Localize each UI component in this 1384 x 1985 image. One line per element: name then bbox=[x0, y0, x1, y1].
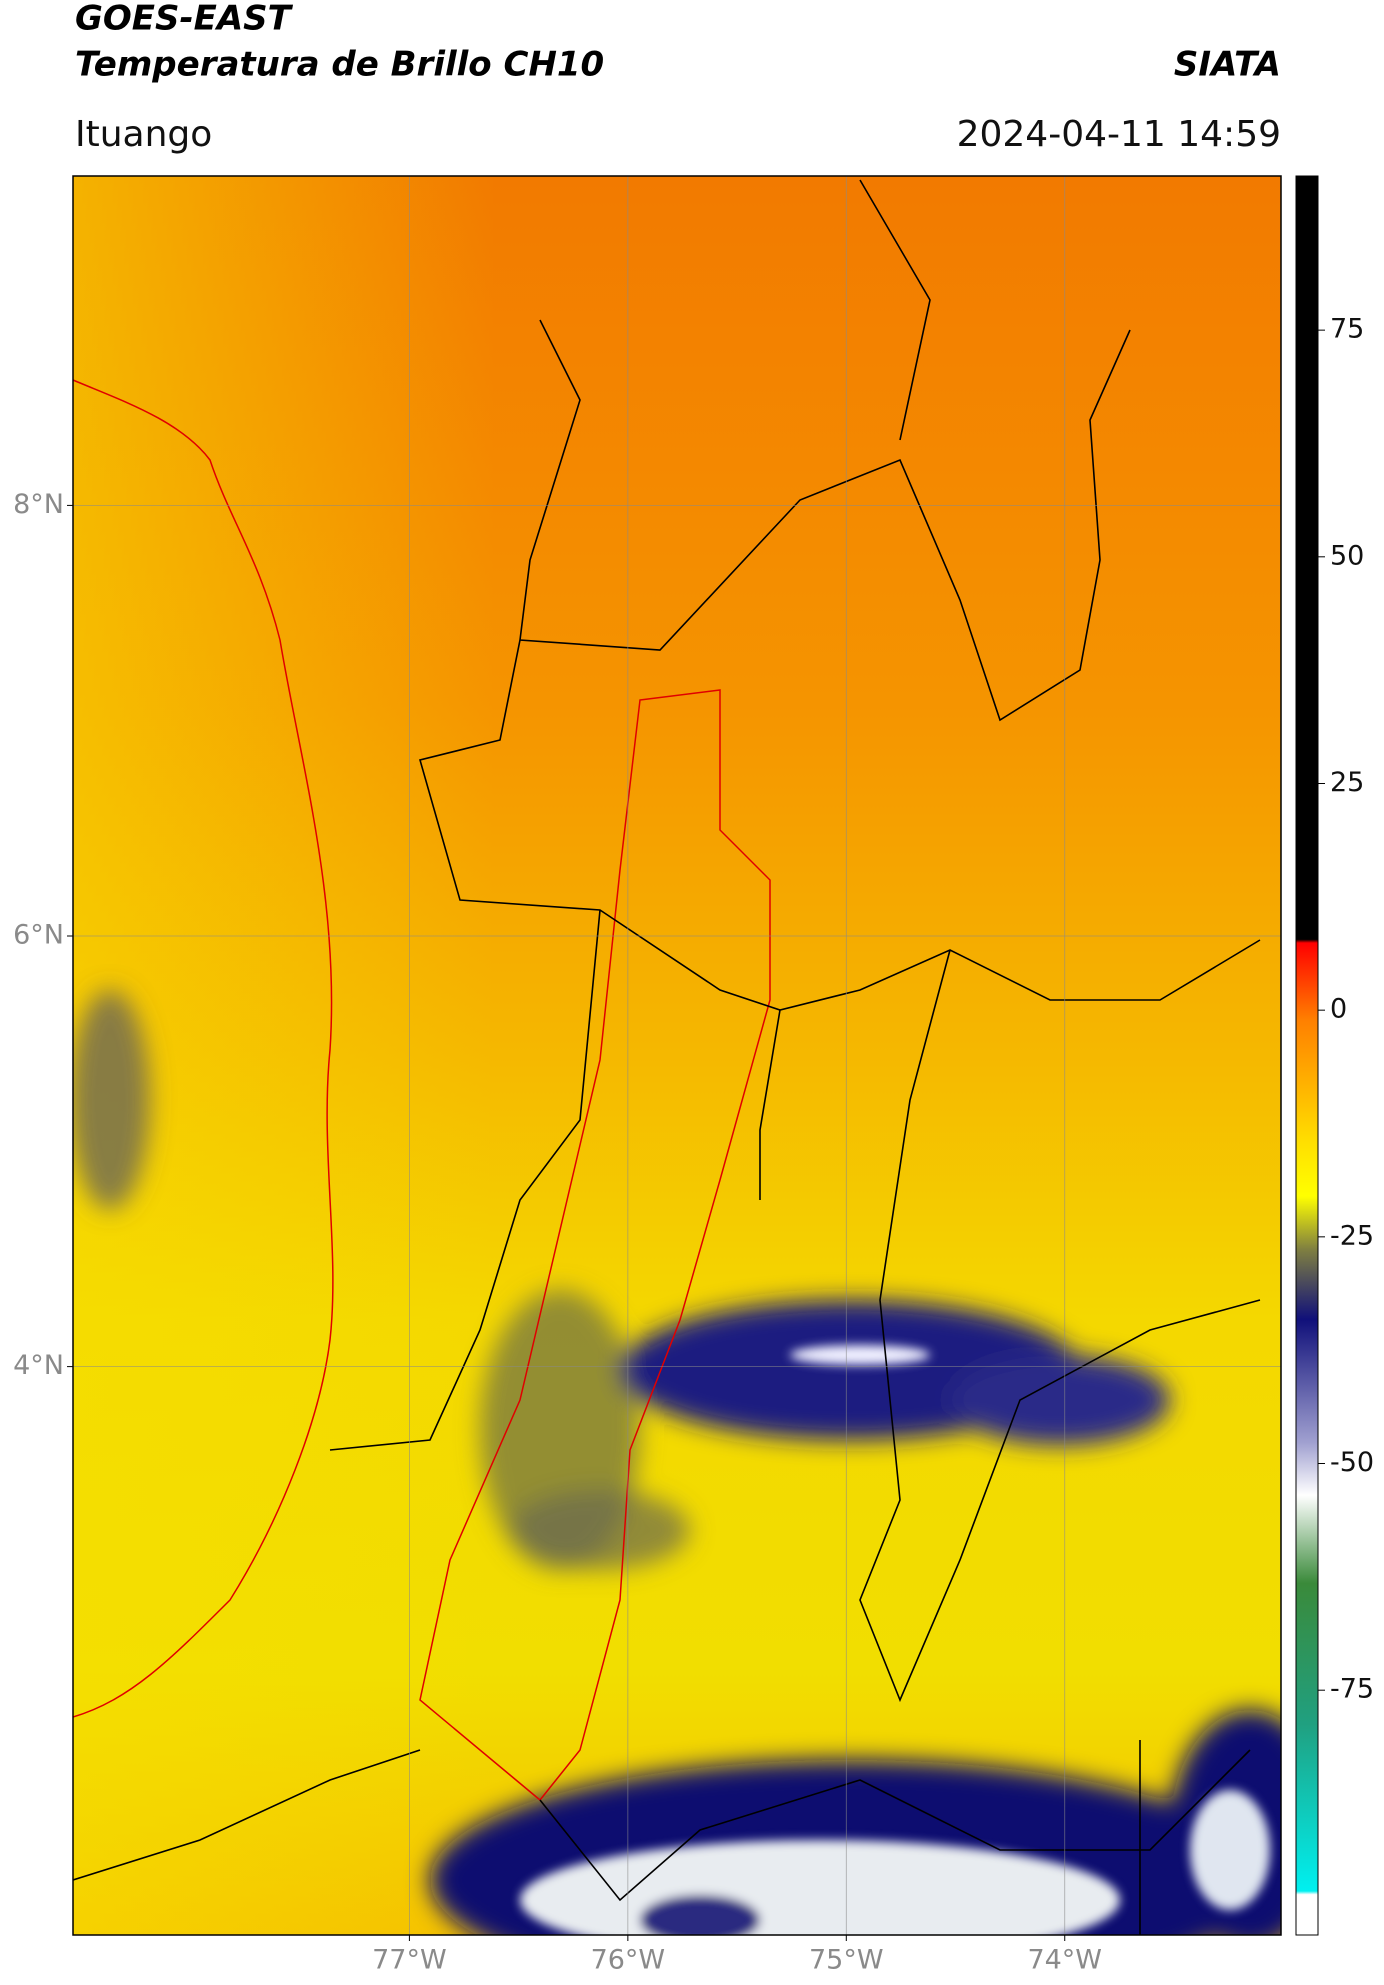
lat-label: 8°N bbox=[13, 489, 64, 520]
colorbar bbox=[1295, 175, 1319, 1936]
lat-label: 4°N bbox=[13, 1350, 64, 1381]
region: Ituango bbox=[75, 114, 212, 155]
grid: 77°W 76°W 75°W 74°W 8°N 6°N 4°N bbox=[13, 176, 1281, 1976]
colorbar-ticks: 75 50 25 0 -25 -50 -75 bbox=[1318, 314, 1374, 1705]
colorbar-label: 0 bbox=[1330, 994, 1347, 1025]
lon-label: 76°W bbox=[591, 1945, 666, 1976]
lon-label: 74°W bbox=[1027, 1945, 1102, 1976]
map-frame bbox=[72, 175, 1282, 1936]
title: GOES-EAST bbox=[75, 0, 294, 39]
lat-label: 6°N bbox=[13, 920, 64, 951]
colorbar-label: 75 bbox=[1330, 314, 1364, 345]
source: SIATA bbox=[1174, 45, 1281, 85]
colorbar-label: -50 bbox=[1330, 1447, 1374, 1478]
colorbar-label: -25 bbox=[1330, 1220, 1374, 1251]
product: Temperatura de Brillo CH10 bbox=[75, 45, 604, 85]
colorbar-label: 50 bbox=[1330, 540, 1364, 571]
colorbar-label: 25 bbox=[1330, 767, 1364, 798]
lon-label: 75°W bbox=[809, 1945, 884, 1976]
datetime: 2024-04-11 14:59 bbox=[957, 114, 1281, 155]
colorbar-label: -75 bbox=[1330, 1674, 1374, 1705]
map-image bbox=[73, 176, 1281, 1935]
lon-label: 77°W bbox=[372, 1945, 447, 1976]
